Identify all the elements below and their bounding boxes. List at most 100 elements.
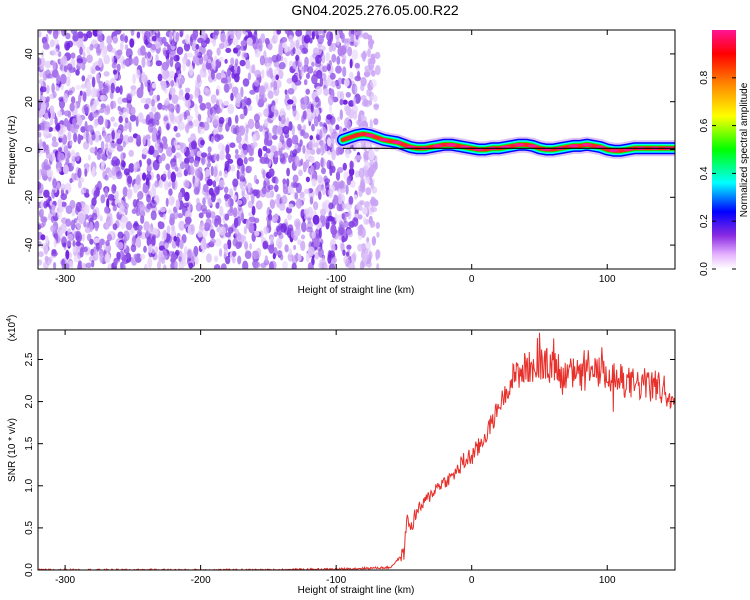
noise-speckle	[141, 147, 149, 155]
noise-speckle	[255, 200, 263, 210]
noise-speckle	[228, 64, 234, 71]
noise-speckle	[303, 79, 308, 86]
noise-speckle	[76, 113, 81, 122]
noise-speckle	[213, 264, 221, 269]
noise-speckle	[316, 30, 323, 35]
noise-speckle	[184, 87, 191, 93]
noise-speckle	[276, 226, 283, 236]
noise-speckle	[92, 250, 99, 261]
noise-speckle	[337, 77, 343, 85]
noise-speckle	[244, 241, 248, 250]
noise-speckle	[140, 253, 146, 260]
noise-speckle	[251, 193, 255, 205]
noise-speckle	[60, 201, 67, 207]
noise-speckle	[247, 182, 252, 189]
noise-speckle	[230, 33, 235, 40]
noise-speckle	[286, 167, 290, 177]
noise-speckle	[206, 63, 213, 70]
noise-speckle	[269, 199, 276, 209]
noise-speckle	[170, 50, 177, 57]
noise-speckle	[65, 218, 71, 227]
noise-speckle	[117, 96, 124, 105]
noise-speckle	[142, 134, 146, 146]
noise-speckle	[376, 231, 380, 238]
noise-speckle	[372, 94, 378, 103]
noise-speckle	[218, 56, 225, 63]
y-tick-label: 2.5	[24, 352, 35, 366]
noise-speckle	[169, 87, 176, 96]
noise-speckle	[102, 131, 107, 139]
noise-speckle	[173, 208, 179, 220]
y-tick-label: 40	[24, 48, 35, 60]
noise-speckle	[125, 221, 133, 231]
noise-speckle	[66, 239, 72, 247]
noise-speckle	[136, 31, 141, 39]
noise-speckle	[79, 247, 84, 258]
noise-speckle	[111, 62, 117, 69]
x-tick-label: -300	[55, 575, 75, 586]
noise-speckle	[50, 215, 55, 223]
noise-speckle	[328, 202, 334, 210]
noise-speckle	[171, 180, 176, 190]
signal-peak	[446, 143, 457, 147]
noise-speckle	[214, 255, 219, 263]
noise-speckle	[164, 180, 169, 191]
noise-speckle	[288, 256, 293, 262]
noise-speckle	[346, 228, 353, 235]
noise-speckle	[133, 183, 139, 194]
signal-peak	[568, 144, 579, 148]
noise-speckle	[326, 62, 330, 71]
noise-speckle	[99, 39, 105, 51]
noise-speckle	[89, 112, 94, 122]
noise-speckle	[119, 85, 123, 95]
noise-speckle	[130, 30, 135, 37]
noise-speckle	[318, 227, 322, 239]
noise-speckle	[354, 30, 361, 38]
snr-multiplier-label: (x104)	[6, 315, 18, 342]
signal-peak	[432, 144, 443, 148]
noise-speckle	[290, 230, 296, 239]
noise-speckle	[294, 192, 299, 200]
noise-speckle	[313, 238, 321, 248]
noise-speckle	[60, 73, 67, 85]
noise-speckle	[79, 46, 83, 56]
noise-speckle	[107, 193, 115, 201]
noise-speckle	[211, 135, 215, 144]
noise-speckle	[342, 162, 347, 171]
noise-speckle	[146, 165, 153, 172]
noise-speckle	[158, 179, 164, 189]
noise-speckle	[52, 91, 57, 98]
noise-speckle	[40, 63, 44, 71]
noise-speckle	[268, 261, 274, 269]
noise-speckle	[135, 115, 139, 127]
noise-speckle	[168, 188, 173, 196]
noise-speckle	[60, 83, 64, 91]
noise-speckle	[352, 217, 359, 227]
noise-speckle	[194, 90, 199, 98]
noise-speckle	[91, 76, 96, 88]
noise-speckle	[235, 149, 239, 155]
noise-speckle	[82, 91, 87, 103]
noise-speckle	[183, 42, 191, 52]
noise-speckle	[208, 187, 214, 196]
noise-speckle	[253, 113, 260, 123]
noise-speckle	[146, 60, 151, 67]
noise-speckle	[370, 79, 377, 88]
noise-speckle	[110, 55, 115, 64]
noise-speckle	[192, 30, 199, 39]
noise-speckle	[77, 180, 82, 189]
noise-speckle	[165, 163, 171, 171]
noise-speckle	[127, 188, 133, 198]
noise-speckle	[149, 199, 157, 209]
noise-speckle	[216, 99, 223, 106]
noise-speckle	[167, 209, 173, 215]
noise-speckle	[306, 72, 310, 79]
x-tick-label: -100	[326, 575, 346, 586]
noise-speckle	[297, 123, 302, 131]
noise-speckle	[342, 99, 348, 105]
noise-speckle	[92, 112, 99, 118]
noise-speckle	[161, 104, 166, 111]
noise-speckle	[157, 260, 161, 269]
noise-speckle	[220, 263, 227, 269]
noise-speckle	[223, 100, 229, 106]
